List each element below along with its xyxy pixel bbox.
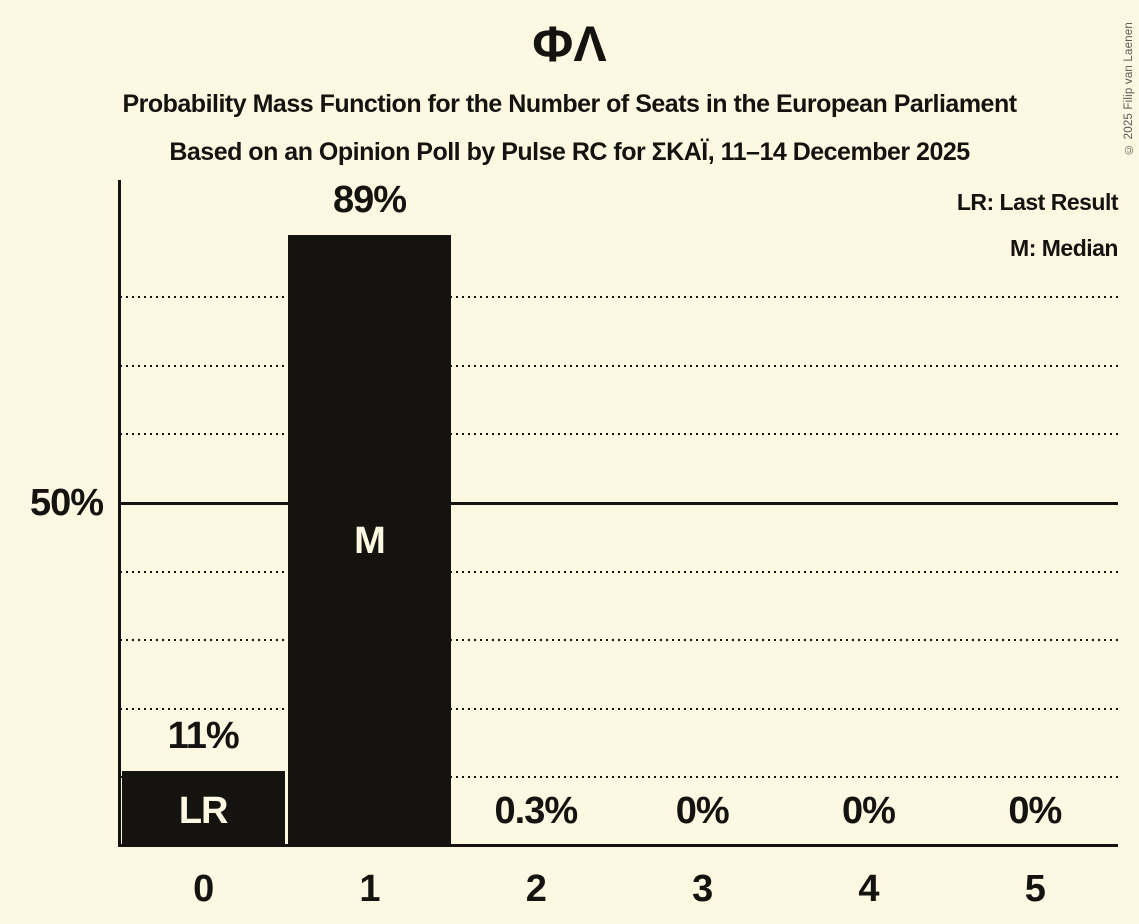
value-label-1: 89% bbox=[332, 179, 407, 222]
legend-entry-last-result: LR: Last Result bbox=[956, 189, 1119, 215]
value-label-0: 11% bbox=[167, 714, 240, 757]
gridline-dotted-60pct bbox=[120, 433, 1118, 436]
x-tick-label-0: 0 bbox=[193, 868, 214, 910]
gridline-dotted-20pct bbox=[120, 707, 1118, 710]
chart-subtitle-line1: Probability Mass Function for the Number… bbox=[122, 90, 1017, 118]
gridline-dotted-80pct bbox=[120, 296, 1118, 299]
copyright-text: © 2025 Filip van Laenen bbox=[1123, 22, 1135, 155]
y-axis-line bbox=[118, 180, 121, 847]
gridline-dotted-70pct bbox=[120, 364, 1118, 367]
gridline-dotted-40pct bbox=[120, 570, 1118, 573]
bar-annotation-lr: LR bbox=[178, 790, 229, 832]
chart-subtitle-line2: Based on an Opinion Poll by Pulse RC for… bbox=[169, 138, 970, 166]
y-axis-tick-label-50: 50% bbox=[29, 482, 104, 524]
x-tick-label-5: 5 bbox=[1024, 868, 1046, 910]
gridline-dotted-10pct bbox=[120, 776, 1118, 779]
x-tick-label-4: 4 bbox=[858, 868, 879, 910]
chart-title: ΦΛ bbox=[532, 16, 607, 72]
legend-entry-median: M: Median bbox=[1010, 235, 1118, 261]
bar-0 bbox=[121, 770, 285, 846]
value-label-4: 0% bbox=[842, 790, 896, 832]
bar-2 bbox=[454, 843, 618, 846]
gridline-dotted-30pct bbox=[120, 639, 1118, 642]
x-tick-label-1: 1 bbox=[359, 868, 380, 910]
bar-1 bbox=[287, 235, 452, 846]
bar-annotation-m: M bbox=[354, 519, 386, 562]
value-label-5: 0% bbox=[1008, 790, 1062, 832]
gridline-solid-50pct bbox=[120, 502, 1118, 505]
value-label-3: 0% bbox=[675, 790, 730, 832]
value-label-2: 0.3% bbox=[494, 790, 579, 832]
x-tick-label-2: 2 bbox=[525, 868, 547, 910]
x-axis-line bbox=[118, 844, 1118, 847]
x-tick-label-3: 3 bbox=[692, 868, 713, 910]
